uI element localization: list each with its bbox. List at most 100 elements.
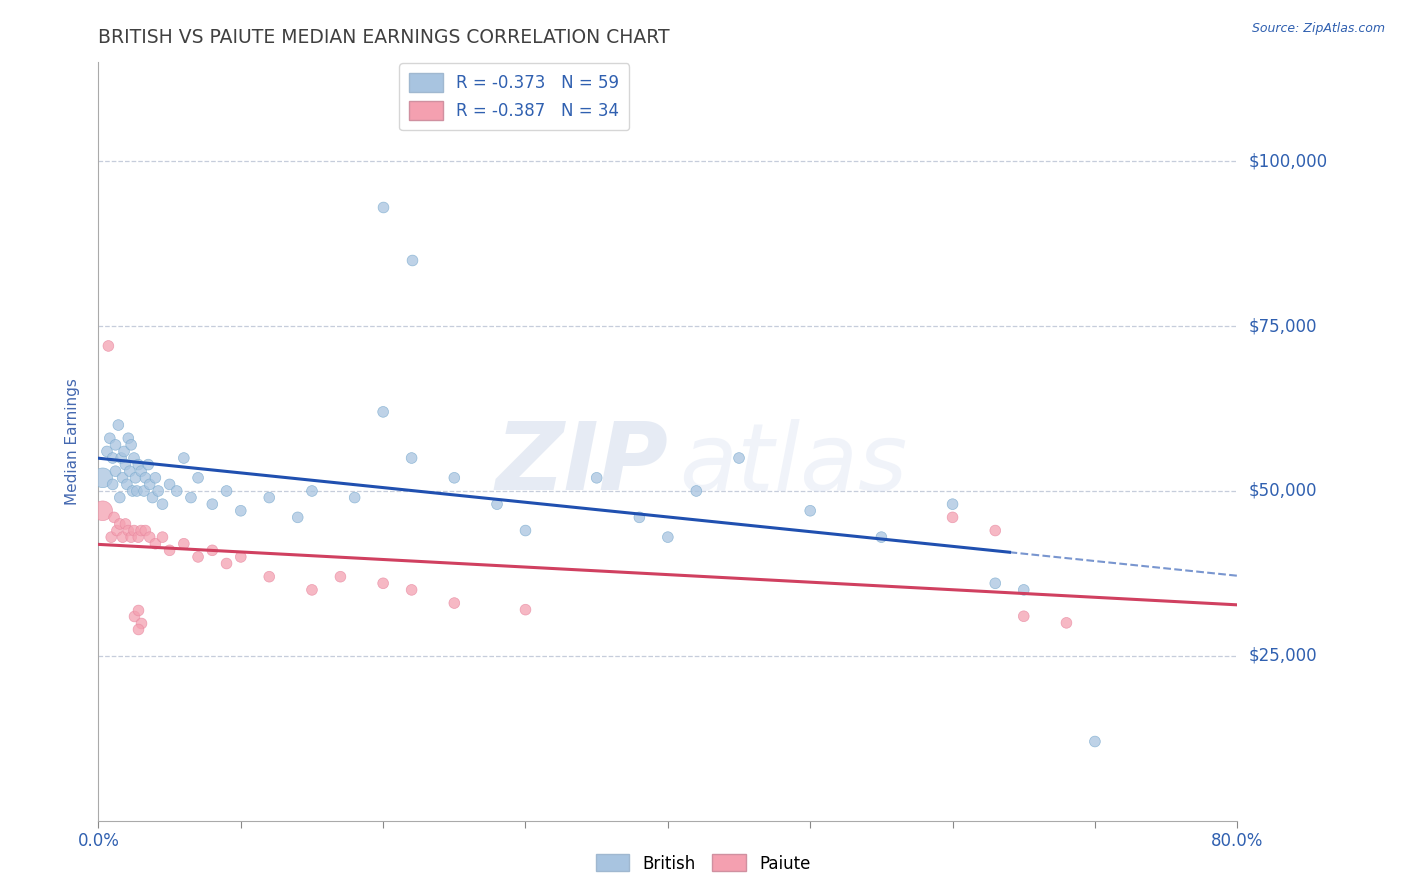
Text: $75,000: $75,000: [1249, 318, 1317, 335]
Point: [373, 405, 395, 419]
Point: [120, 530, 142, 544]
Point: [187, 549, 209, 564]
Point: [443, 596, 465, 610]
Point: [657, 530, 679, 544]
Point: [104, 438, 127, 452]
Point: [373, 576, 395, 591]
Point: [124, 471, 146, 485]
Point: [728, 450, 751, 465]
Point: [180, 491, 202, 505]
Point: [515, 524, 537, 538]
Text: $25,000: $25,000: [1249, 647, 1317, 665]
Point: [111, 530, 134, 544]
Point: [122, 450, 145, 465]
Point: [942, 497, 965, 511]
Point: [134, 471, 156, 485]
Point: [136, 458, 159, 472]
Point: [159, 477, 181, 491]
Point: [103, 510, 125, 524]
Point: [98, 431, 121, 445]
Point: [685, 483, 707, 498]
Point: [259, 491, 281, 505]
Point: [443, 471, 465, 485]
Point: [138, 530, 160, 544]
Point: [173, 537, 195, 551]
Point: [125, 483, 148, 498]
Point: [97, 339, 120, 353]
Point: [118, 464, 141, 478]
Point: [138, 477, 160, 491]
Point: [229, 549, 252, 564]
Point: [112, 444, 135, 458]
Point: [114, 516, 136, 531]
Point: [201, 543, 224, 558]
Legend: British, Paiute: British, Paiute: [589, 847, 817, 880]
Point: [870, 530, 893, 544]
Point: [159, 543, 181, 558]
Point: [129, 464, 152, 478]
Point: [166, 483, 188, 498]
Point: [401, 253, 423, 268]
Point: [1084, 734, 1107, 748]
Point: [91, 504, 114, 518]
Text: $50,000: $50,000: [1249, 482, 1317, 500]
Point: [343, 491, 366, 505]
Point: [515, 602, 537, 616]
Legend: R = -0.373   N = 59, R = -0.387   N = 34: R = -0.373 N = 59, R = -0.387 N = 34: [399, 63, 628, 130]
Point: [628, 510, 651, 524]
Point: [127, 623, 149, 637]
Point: [115, 477, 138, 491]
Point: [984, 576, 1007, 591]
Point: [1012, 609, 1035, 624]
Point: [122, 524, 145, 538]
Point: [401, 582, 423, 597]
Point: [134, 524, 156, 538]
Point: [401, 450, 423, 465]
Point: [942, 510, 965, 524]
Point: [187, 471, 209, 485]
Point: [141, 491, 163, 505]
Point: [108, 491, 131, 505]
Point: [201, 497, 224, 511]
Point: [301, 483, 323, 498]
Point: [145, 471, 167, 485]
Point: [585, 471, 607, 485]
Point: [984, 524, 1007, 538]
Point: [111, 471, 134, 485]
Text: Source: ZipAtlas.com: Source: ZipAtlas.com: [1251, 22, 1385, 36]
Point: [104, 464, 127, 478]
Point: [287, 510, 309, 524]
Point: [1056, 615, 1078, 630]
Point: [101, 450, 124, 465]
Point: [100, 530, 122, 544]
Point: [799, 504, 821, 518]
Point: [132, 483, 155, 498]
Point: [215, 483, 238, 498]
Point: [117, 524, 139, 538]
Point: [173, 450, 195, 465]
Point: [129, 615, 152, 630]
Point: [127, 530, 149, 544]
Text: ZIP: ZIP: [495, 418, 668, 510]
Point: [215, 557, 238, 571]
Text: BRITISH VS PAIUTE MEDIAN EARNINGS CORRELATION CHART: BRITISH VS PAIUTE MEDIAN EARNINGS CORREL…: [98, 28, 671, 47]
Point: [373, 201, 395, 215]
Point: [105, 524, 128, 538]
Point: [148, 483, 170, 498]
Point: [486, 497, 509, 511]
Point: [127, 602, 149, 616]
Point: [1012, 582, 1035, 597]
Point: [117, 431, 139, 445]
Point: [108, 516, 131, 531]
Point: [152, 497, 174, 511]
Point: [127, 458, 149, 472]
Point: [101, 477, 124, 491]
Text: $100,000: $100,000: [1249, 153, 1327, 170]
Point: [114, 458, 136, 472]
Y-axis label: Median Earnings: Median Earnings: [65, 378, 80, 505]
Point: [145, 537, 167, 551]
Text: atlas: atlas: [679, 418, 907, 510]
Point: [122, 609, 145, 624]
Point: [110, 450, 132, 465]
Point: [259, 570, 281, 584]
